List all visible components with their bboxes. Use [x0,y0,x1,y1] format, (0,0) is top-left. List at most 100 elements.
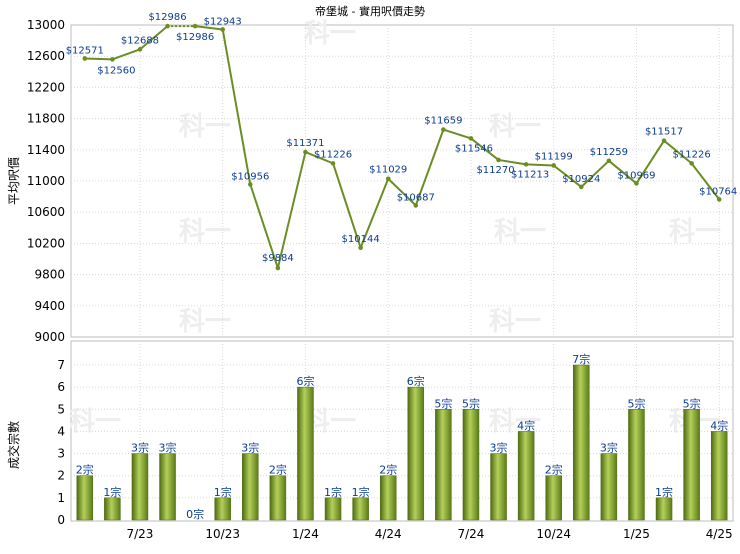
x-axis-ticks: 7/23 10/23 1/24 4/24 7/24 10/24 1/25 4/25 [126,527,732,541]
volume-y-tick-label: 5 [57,402,65,416]
price-y-tick-label: 11000 [27,174,65,188]
price-data-label: $11270 [476,165,514,176]
watermark-text: 科一 [669,217,721,247]
price-y-tick-label: 12600 [27,49,65,63]
price-point [247,182,253,187]
x-tick-label: 4/24 [375,527,402,541]
price-y-axis-label: 平均呎價 [7,157,21,205]
volume-data-label: 2宗 [379,463,397,477]
volume-bar [573,364,590,521]
volume-bar [214,497,231,521]
price-line-segment [525,163,555,167]
volume-bar [297,386,314,521]
price-data-label: $11226 [673,149,711,160]
volume-bar [352,497,369,521]
price-data-labels: $12571 $12560 $12688 $12986 $12986 $12943 $109… [66,12,738,264]
price-y-tick-label: 10600 [27,205,65,219]
volume-bar [655,497,673,521]
volume-data-label: 7宗 [572,352,590,366]
volume-data-label: 6宗 [407,374,425,388]
price-point [165,23,170,29]
price-data-label: $12986 [176,32,214,43]
volume-bar [490,453,507,521]
volume-bars [76,364,728,521]
volume-data-label: 1宗 [103,485,121,499]
volume-data-label: 2宗 [76,463,94,477]
volume-y-tick-label: 2 [57,469,65,483]
volume-bar [462,409,480,521]
volume-data-label: 1宗 [214,485,232,499]
volume-bar [628,409,645,521]
price-data-label: $10687 [397,192,435,203]
price-point [137,47,143,52]
price-point [441,127,446,132]
price-data-label: $11213 [511,169,549,180]
volume-data-label: 2宗 [269,463,287,477]
price-point [275,265,281,271]
volume-bar [324,497,342,521]
volume-data-label: 5宗 [462,396,480,410]
price-line-segment [332,162,362,249]
price-data-label: $11029 [369,165,407,176]
price-data-label: $11371 [286,138,324,149]
price-line-segment [497,158,528,166]
price-point [496,157,501,163]
price-point [661,138,667,143]
volume-bar [269,475,287,521]
price-data-label: $12560 [97,65,135,76]
volume-data-label: 1宗 [352,485,370,499]
price-point [110,57,115,62]
volume-bar [76,475,94,521]
volume-data-label: 5宗 [627,396,645,410]
price-point [413,203,419,208]
price-y-ticks: 9000 9400 9800 10200 10600 11000 11400 11800 122… [27,18,65,344]
x-tick-label: 1/24 [292,527,319,541]
price-line-segment [469,137,500,161]
volume-data-label: 5宗 [683,396,701,410]
price-point [330,161,336,166]
price-y-tick-label: 10200 [27,236,65,250]
price-line-segment [635,139,666,185]
volume-data-label: 1宗 [655,485,673,499]
price-point [358,245,363,251]
price-line-segment [663,139,693,165]
volume-y-tick-label: 6 [57,380,65,394]
price-line-segment [690,162,721,201]
price-point [303,149,308,155]
price-point [192,23,198,29]
volume-bar [517,431,535,521]
x-tick-label: 10/24 [536,527,571,541]
price-y-tick-label: 11800 [27,112,65,126]
price-y-tick-label: 9800 [34,268,65,282]
volume-y-ticks: 0 1 2 3 4 5 6 7 [57,358,65,527]
volume-bar [131,453,149,521]
price-data-label: $11226 [314,149,352,160]
volume-bar [710,431,728,521]
price-line-segment [83,57,114,61]
x-tick-label: 4/25 [706,527,733,541]
volume-data-label: 1宗 [324,485,342,499]
price-line-segment [607,159,638,185]
price-point [716,197,722,202]
volume-y-tick-label: 3 [57,447,65,461]
volume-bar [600,453,618,521]
volume-y-tick-label: 7 [57,358,65,372]
price-data-label: $11259 [590,147,628,158]
x-tick-label: 1/25 [623,527,650,541]
price-point [220,27,226,32]
volume-y-tick-label: 4 [57,424,65,438]
volume-data-label: 4宗 [517,418,535,432]
volume-data-label: 2宗 [545,463,563,477]
price-gridlines [71,25,733,337]
watermark-text: 科一 [489,307,541,337]
price-line-segment [414,128,445,207]
volume-bar [379,475,397,521]
price-line-segment [387,177,417,207]
price-data-label: $9884 [262,253,294,264]
price-data-label: $11199 [535,151,573,162]
price-line-segment [249,183,279,270]
price-line-segment [138,25,169,51]
volume-data-label: 3宗 [131,441,149,455]
price-line-segment [580,159,610,188]
